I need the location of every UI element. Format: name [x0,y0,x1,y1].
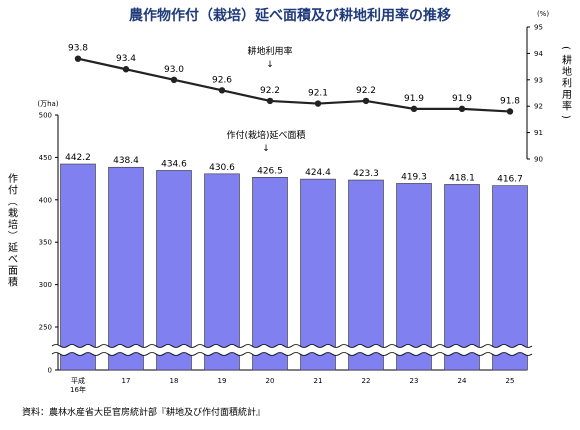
left-tick-label: 350 [39,239,52,247]
left-tick-label: 300 [39,281,52,289]
bar-value-label: 442.2 [65,153,91,163]
bar-value-label: 438.4 [113,156,139,166]
line-value-label: 91.9 [404,94,424,104]
right-axis-label-char: ( [560,46,571,50]
right-tick-label: 90 [534,156,543,164]
line-value-label: 92.6 [212,75,232,85]
bar [252,177,288,371]
line-point [506,108,514,115]
x-tick-label: 20 [266,377,275,385]
line-point [266,97,274,105]
bar [348,179,384,371]
left-axis-label-char: 培 [8,218,18,231]
x-tick-label: 19 [218,377,227,385]
bar-value-label: 419.3 [401,172,427,182]
left-tick-label: 0 [48,367,52,375]
x-tick-label: 18 [170,377,179,385]
left-tick-label: 250 [39,324,52,332]
x-tick-label: 25 [506,377,515,385]
right-tick-label: 94 [534,50,543,58]
bar [396,183,432,371]
source-note: 資料：農林水産省大臣官房統計部『耕地及び作付面積統計』 [22,406,265,418]
bar [108,166,144,371]
left-axis-label-char: 付 [8,184,18,197]
line-value-label: 92.2 [356,86,376,96]
left-tick-label: 400 [39,196,52,204]
line-value-label: 93.0 [164,65,184,75]
left-axis-label-char: 積 [8,276,18,289]
x-tick-label: 17 [122,377,131,385]
left-axis-label-char: べ [8,255,18,266]
right-tick-label: 95 [534,24,543,32]
x-tick-label: 24 [458,377,467,385]
bar [156,170,192,371]
line-value-label: 91.9 [452,94,472,104]
right-axis-label-char: 地 [562,65,572,78]
left-axis-label-char: 延 [8,242,18,254]
bar-annotation-arrow: ↓ [262,144,270,154]
bar-value-label: 426.5 [257,166,283,176]
axis-break-line-top [51,344,533,348]
line-value-label: 93.4 [116,54,136,64]
line-point [362,97,370,105]
right-axis-unit: (%) [537,10,549,18]
right-axis-label-char: 耕 [562,54,572,67]
x-tick-label: 23 [410,377,419,385]
right-tick-label: 91 [534,129,543,137]
line-point [122,66,130,73]
left-axis-unit: (万ha) [37,100,58,108]
line-value-label: 91.8 [500,96,520,106]
line-point [218,87,226,94]
line-series-path [77,57,511,113]
right-axis-label-char: 用 [562,90,572,101]
bar-annotation: 作付(栽培)延べ面積 [226,129,305,141]
left-axis-label-char: 作 [8,173,18,185]
axis-break-band [52,344,532,356]
x-tick-label: 22 [362,377,371,385]
x-tick-label: 平成 [71,376,85,385]
bar-value-label: 416.7 [497,175,523,185]
right-tick-label: 92 [534,103,543,111]
bar [492,185,528,371]
line-point [458,105,466,113]
line-point [170,76,178,84]
line-annotation-arrow: ↓ [266,60,274,70]
axis-break-line-bottom [51,352,533,356]
left-axis-label-char: 栽 [8,207,18,220]
right-axis-label-char: 利 [562,78,572,90]
left-axis-label-char: ） [6,231,18,241]
line-value-label: 93.8 [68,44,88,54]
bar-value-label: 424.4 [305,168,331,178]
bar [60,163,96,371]
bar-value-label: 434.6 [161,159,187,169]
left-tick-label: 500 [39,112,52,120]
right-axis-label-char: 率 [562,100,572,113]
line-point [314,100,322,107]
bar-value-label: 423.3 [353,169,379,179]
right-tick-label: 93 [534,76,543,84]
line-value-label: 92.1 [308,89,328,99]
line-point [410,105,418,113]
right-axis-label-char: ) [560,115,571,119]
line-value-label: 92.2 [260,86,280,96]
left-tick-label: 450 [39,154,52,162]
left-axis-label-char: 面 [8,266,18,277]
bar-value-label: 430.6 [209,163,235,173]
x-tick-label: 16年 [70,385,86,394]
line-annotation: 耕地利用率 [247,45,292,57]
chart-title: 農作物作付（栽培）延べ面積及び耕地利用率の推移 [129,7,451,24]
bar [444,184,480,371]
bar [204,173,240,371]
line-point [74,55,82,62]
bar-value-label: 418.1 [449,173,475,183]
x-tick-label: 21 [314,377,323,385]
bar [300,178,336,371]
left-axis-label-char: （ [6,196,18,206]
